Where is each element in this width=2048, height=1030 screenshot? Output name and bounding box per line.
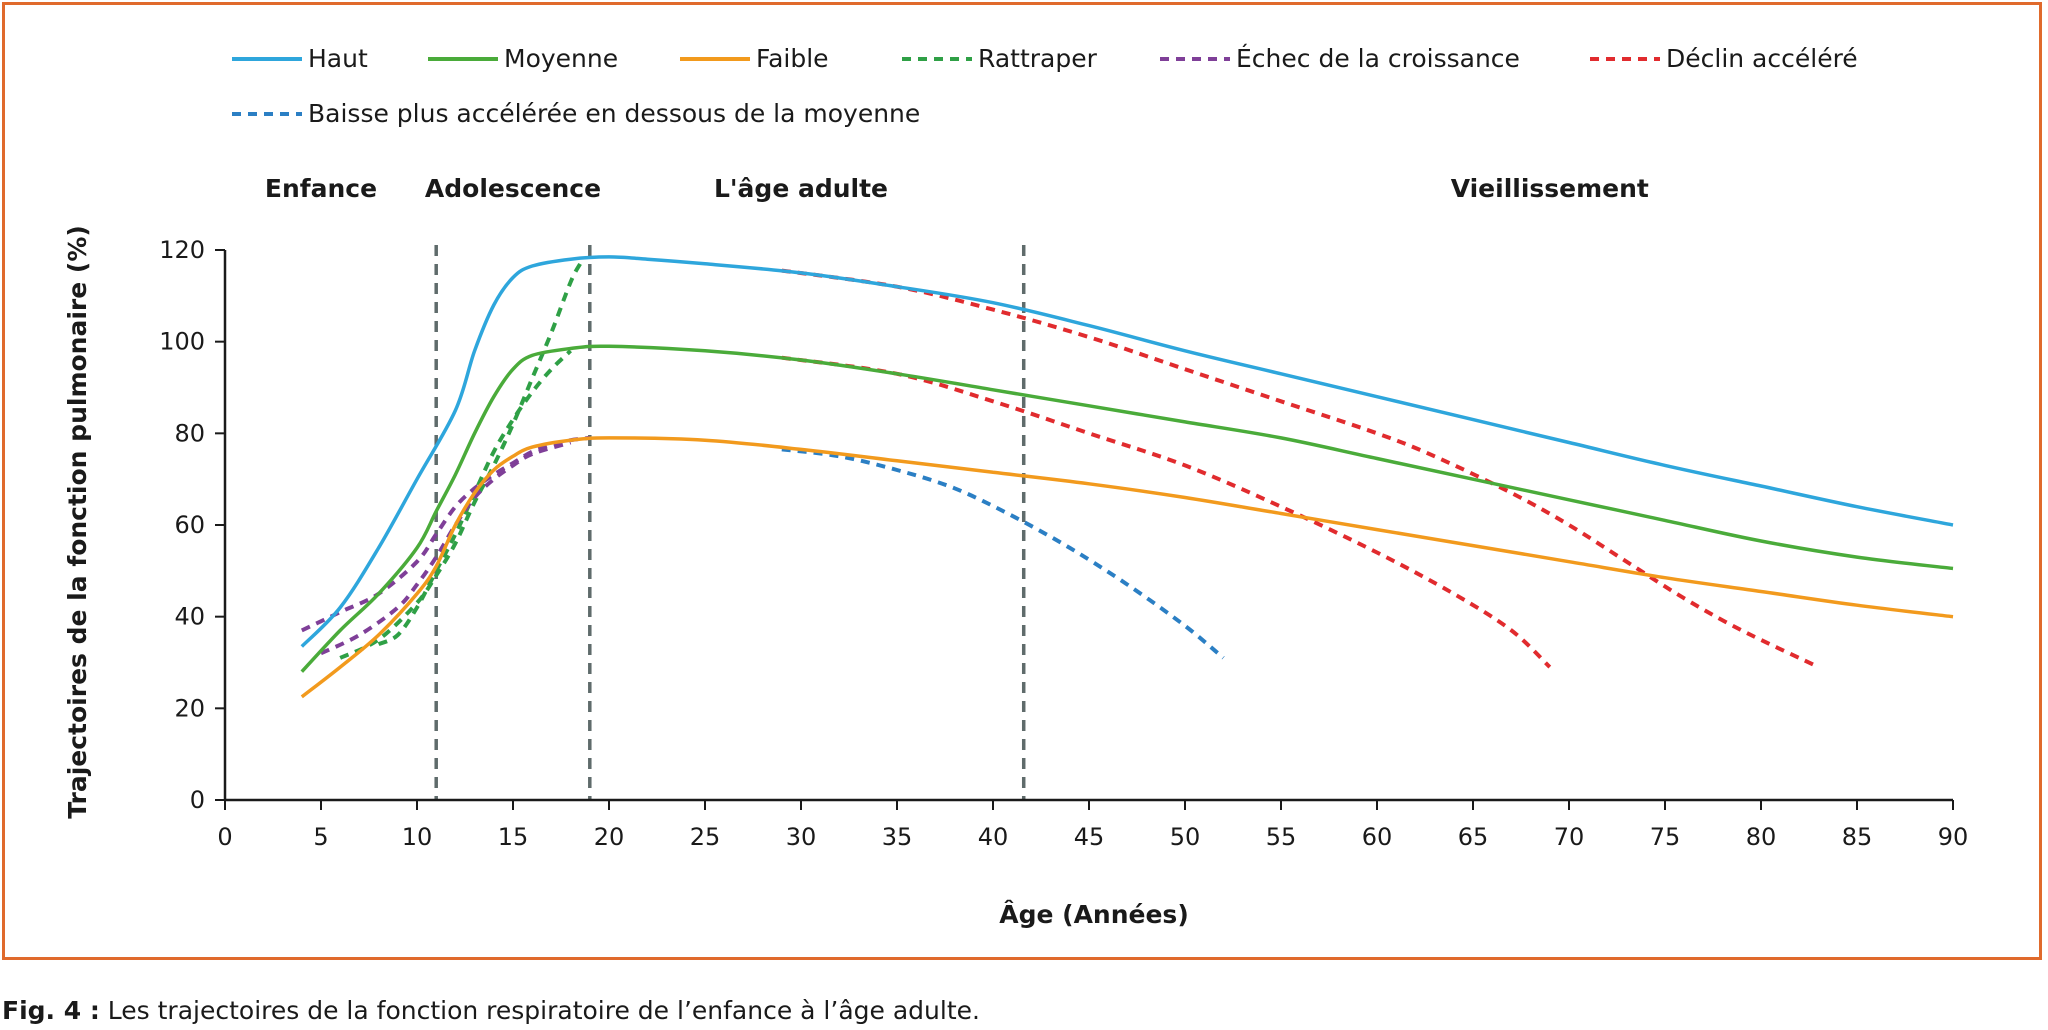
legend-item-rattraper: Rattraper [902, 44, 1098, 73]
series-baisse-plus-acceleree-en-dessous-de-la-moyenne [781, 447, 1225, 660]
y-tick-label: 80 [174, 419, 205, 447]
x-tick-label: 55 [1266, 823, 1297, 851]
series-line-echec-de-la-croissance [320, 440, 572, 656]
x-tick-label: 45 [1074, 823, 1105, 851]
caption-label: Fig. 4 : [2, 996, 100, 1025]
x-axis-title: Âge (Années) [999, 900, 1189, 929]
series-line-baisse-plus-acceleree-en-dessous-de-la-moyenne [781, 447, 1225, 660]
legend-label: Déclin accéléré [1666, 44, 1858, 73]
y-tick-label: 60 [174, 511, 205, 539]
series-faible [300, 436, 1954, 699]
legend-item-baisse-plus-acceleree-en-dessous-de-la-moyenne: Baisse plus accélérée en dessous de la m… [232, 99, 920, 128]
phase-labels: Enfance Adolescence L'âge adulte Vieillisse… [265, 174, 1649, 203]
legend-label: Moyenne [504, 44, 618, 73]
series-haut [300, 255, 1954, 648]
x-tick-label: 40 [978, 823, 1009, 851]
legend: Haut Moyenne Faible Rattraper Échec de la cr… [232, 44, 1858, 128]
y-tick-label: 20 [174, 694, 205, 722]
legend-item-moyenne: Moyenne [428, 44, 618, 73]
legend-item-haut: Haut [232, 44, 368, 73]
legend-label: Haut [308, 44, 368, 73]
x-tick-label: 25 [690, 823, 721, 851]
legend-item-echec-de-la-croissance: Échec de la croissance [1160, 44, 1520, 73]
caption-text: Les trajectoires de la fonction respirat… [99, 996, 980, 1025]
phase-label-enfance: Enfance [265, 174, 377, 203]
phase-label-vieillissement: Vieillissement [1451, 174, 1649, 203]
x-tick-label: 5 [313, 823, 328, 851]
x-tick-label: 70 [1554, 823, 1585, 851]
x-tick-label: 0 [217, 823, 232, 851]
legend-label: Rattraper [978, 44, 1098, 73]
series-layer [300, 255, 1954, 699]
series-moyenne [300, 344, 1954, 673]
x-tick-label: 60 [1362, 823, 1393, 851]
x-tick-label: 20 [594, 823, 625, 851]
x-tick-label: 85 [1842, 823, 1873, 851]
y-tick-label: 100 [159, 328, 205, 356]
y-tick-label: 120 [159, 236, 205, 264]
series-line-faible [300, 436, 1954, 699]
legend-label: Baisse plus accélérée en dessous de la m… [308, 99, 920, 128]
legend-label: Faible [756, 44, 829, 73]
figure-caption: Fig. 4 : Les trajectoires de la fonction… [2, 996, 980, 1025]
x-tick-label: 10 [402, 823, 433, 851]
series-line-declin-accelere [781, 355, 1552, 669]
legend-item-declin-accelere: Déclin accéléré [1590, 44, 1858, 73]
phase-label-adolescence: Adolescence [425, 174, 601, 203]
y-tick-label: 40 [174, 603, 205, 631]
phase-label-l-age-adulte: L'âge adulte [714, 174, 888, 203]
phase-dividers [434, 245, 1026, 800]
x-tick-label: 65 [1458, 823, 1489, 851]
axes: 0 5 10 15 20 25 30 35 40 45 50 55 60 65 70 75 80 85 90 0 20 4… [159, 236, 1968, 851]
x-tick-label: 50 [1170, 823, 1201, 851]
x-tick-label: 30 [786, 823, 817, 851]
series-line-haut [300, 255, 1954, 648]
y-axis-title: Trajectoires de la fonction pulmonaire (… [63, 225, 92, 819]
x-tick-label: 90 [1938, 823, 1969, 851]
x-tick-label: 75 [1650, 823, 1681, 851]
series-line-rattraper [339, 262, 582, 660]
figure-frame [2, 2, 2042, 960]
series-line-declin-accelere [781, 268, 1820, 669]
y-tick-label: 0 [190, 786, 205, 814]
legend-label: Échec de la croissance [1236, 44, 1520, 73]
x-tick-label: 80 [1746, 823, 1777, 851]
legend-item-faible: Faible [680, 44, 829, 73]
x-tick-label: 35 [882, 823, 913, 851]
series-line-moyenne [300, 344, 1954, 673]
x-tick-label: 15 [498, 823, 529, 851]
series-declin-accelere [781, 268, 1820, 669]
